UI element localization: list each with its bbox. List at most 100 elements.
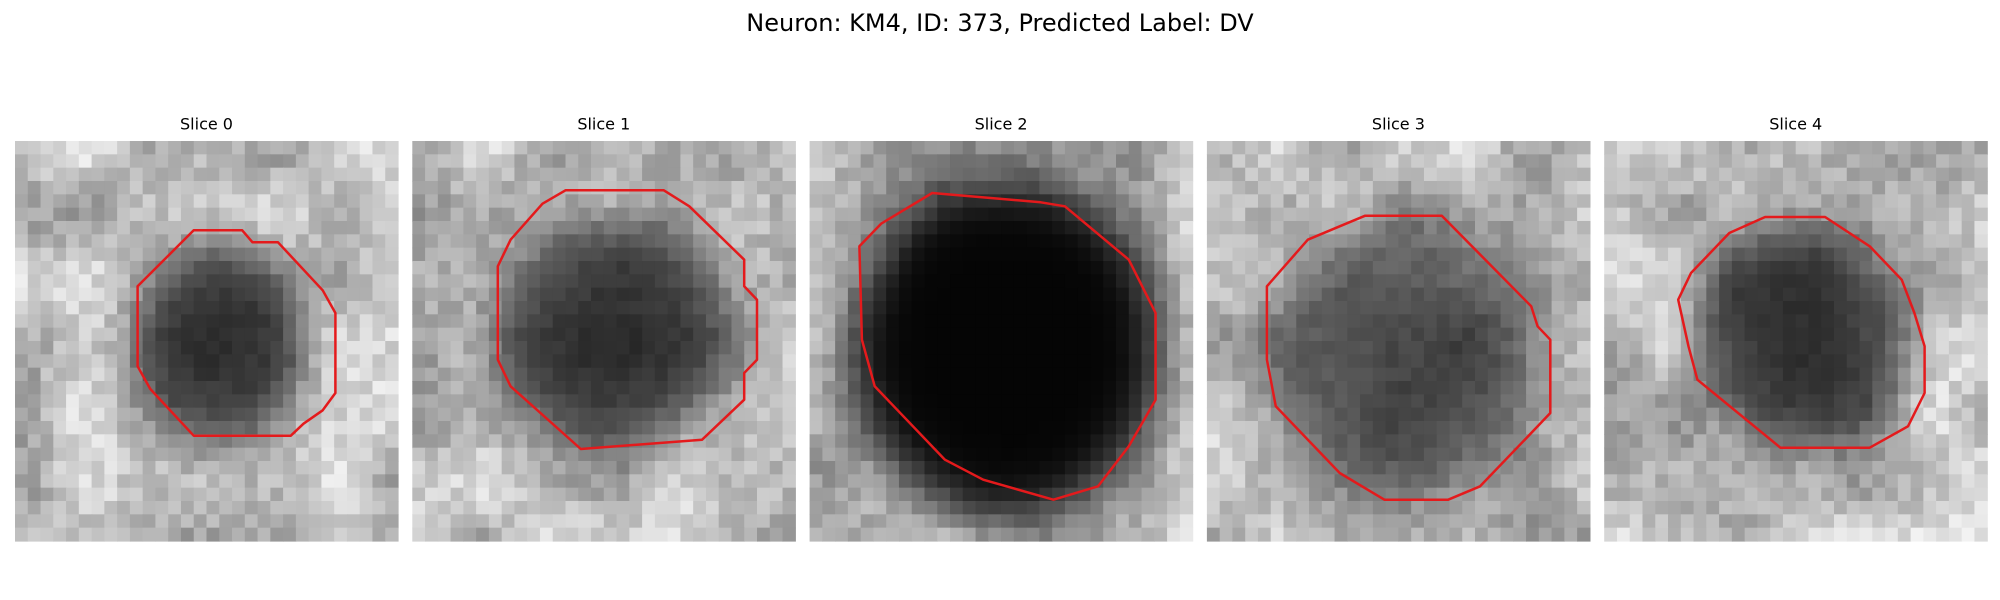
pixel	[1872, 527, 1886, 542]
pixel	[1090, 514, 1104, 529]
slice-title: Slice 0	[180, 115, 233, 134]
pixel	[1360, 394, 1374, 409]
pixel	[1039, 314, 1053, 329]
pixel	[1154, 514, 1168, 529]
pixel	[1770, 367, 1784, 382]
pixel	[1808, 287, 1822, 302]
pixel	[53, 181, 67, 195]
pixel	[308, 194, 322, 209]
pixel	[937, 514, 951, 529]
pixel	[1538, 301, 1553, 315]
pixel	[1103, 221, 1117, 235]
pixel	[1090, 274, 1104, 289]
pixel	[1642, 381, 1656, 395]
pixel	[308, 367, 322, 382]
pixel	[1436, 221, 1451, 235]
pixel	[1309, 327, 1323, 342]
pixel	[654, 154, 669, 169]
pixel	[1910, 167, 1924, 182]
pixel	[1936, 154, 1950, 169]
pixel	[155, 527, 169, 542]
pixel	[1604, 421, 1618, 435]
pixel	[629, 447, 643, 462]
pixel	[1795, 167, 1810, 182]
pixel	[693, 327, 707, 342]
pixel	[1604, 487, 1618, 502]
pixel	[1731, 194, 1746, 209]
pixel	[1680, 154, 1695, 169]
pixel	[1064, 354, 1079, 369]
pixel	[437, 181, 452, 195]
pixel	[1475, 207, 1489, 222]
pixel	[1347, 514, 1361, 529]
pixel	[270, 327, 284, 342]
pixel	[1642, 487, 1656, 502]
pixel	[155, 474, 169, 489]
pixel	[744, 527, 758, 542]
pixel	[27, 327, 42, 342]
pixel	[1538, 421, 1553, 435]
pixel	[975, 461, 989, 475]
pixel	[40, 341, 54, 355]
pixel	[180, 381, 195, 395]
pixel	[232, 301, 246, 315]
pixel	[860, 501, 875, 515]
pixel	[705, 514, 720, 529]
pixel	[847, 287, 862, 302]
pixel	[1629, 141, 1644, 155]
pixel	[1872, 194, 1886, 209]
pixel	[988, 181, 1002, 195]
pixel	[257, 341, 271, 355]
pixel	[1770, 181, 1784, 195]
pixel	[1232, 527, 1246, 542]
pixel	[1693, 461, 1707, 475]
pixel	[937, 141, 951, 155]
pixel	[514, 434, 528, 449]
pixel	[911, 487, 926, 502]
pixel	[308, 354, 322, 369]
pixel	[1309, 207, 1323, 222]
pixel	[1039, 341, 1053, 355]
pixel	[1500, 394, 1514, 409]
pixel	[1245, 474, 1259, 489]
pixel	[1808, 474, 1822, 489]
pixel	[346, 141, 361, 155]
pixel	[15, 314, 29, 329]
pixel	[15, 154, 29, 169]
pixel	[463, 194, 477, 209]
pixel	[193, 474, 208, 489]
pixel	[1487, 381, 1502, 395]
pixel	[168, 141, 182, 155]
pixel	[476, 434, 490, 449]
pixel	[437, 367, 452, 382]
pixel	[1219, 367, 1234, 382]
slice-image	[809, 141, 1194, 542]
pixel	[1680, 461, 1695, 475]
pixel	[1577, 261, 1591, 275]
pixel	[1629, 501, 1644, 515]
pixel	[539, 381, 554, 395]
pixel	[385, 221, 399, 235]
pixel	[270, 154, 284, 169]
pixel	[1179, 381, 1194, 395]
pixel	[527, 194, 541, 209]
pixel	[1001, 527, 1015, 542]
pixel	[1668, 261, 1682, 275]
pixel	[1897, 207, 1912, 222]
pixel	[1372, 154, 1387, 169]
pixel	[1257, 327, 1272, 342]
pixel	[809, 141, 823, 155]
pixel	[680, 474, 694, 489]
pixel	[1475, 447, 1489, 462]
pixel	[693, 154, 707, 169]
pixel	[1360, 261, 1374, 275]
pixel	[437, 327, 452, 342]
pixel	[1948, 354, 1963, 369]
pixel	[642, 167, 656, 182]
pixel	[463, 461, 477, 475]
pixel	[244, 354, 259, 369]
pixel	[1846, 247, 1861, 262]
pixel	[1154, 381, 1168, 395]
pixel	[1116, 514, 1130, 529]
pixel	[129, 461, 144, 475]
